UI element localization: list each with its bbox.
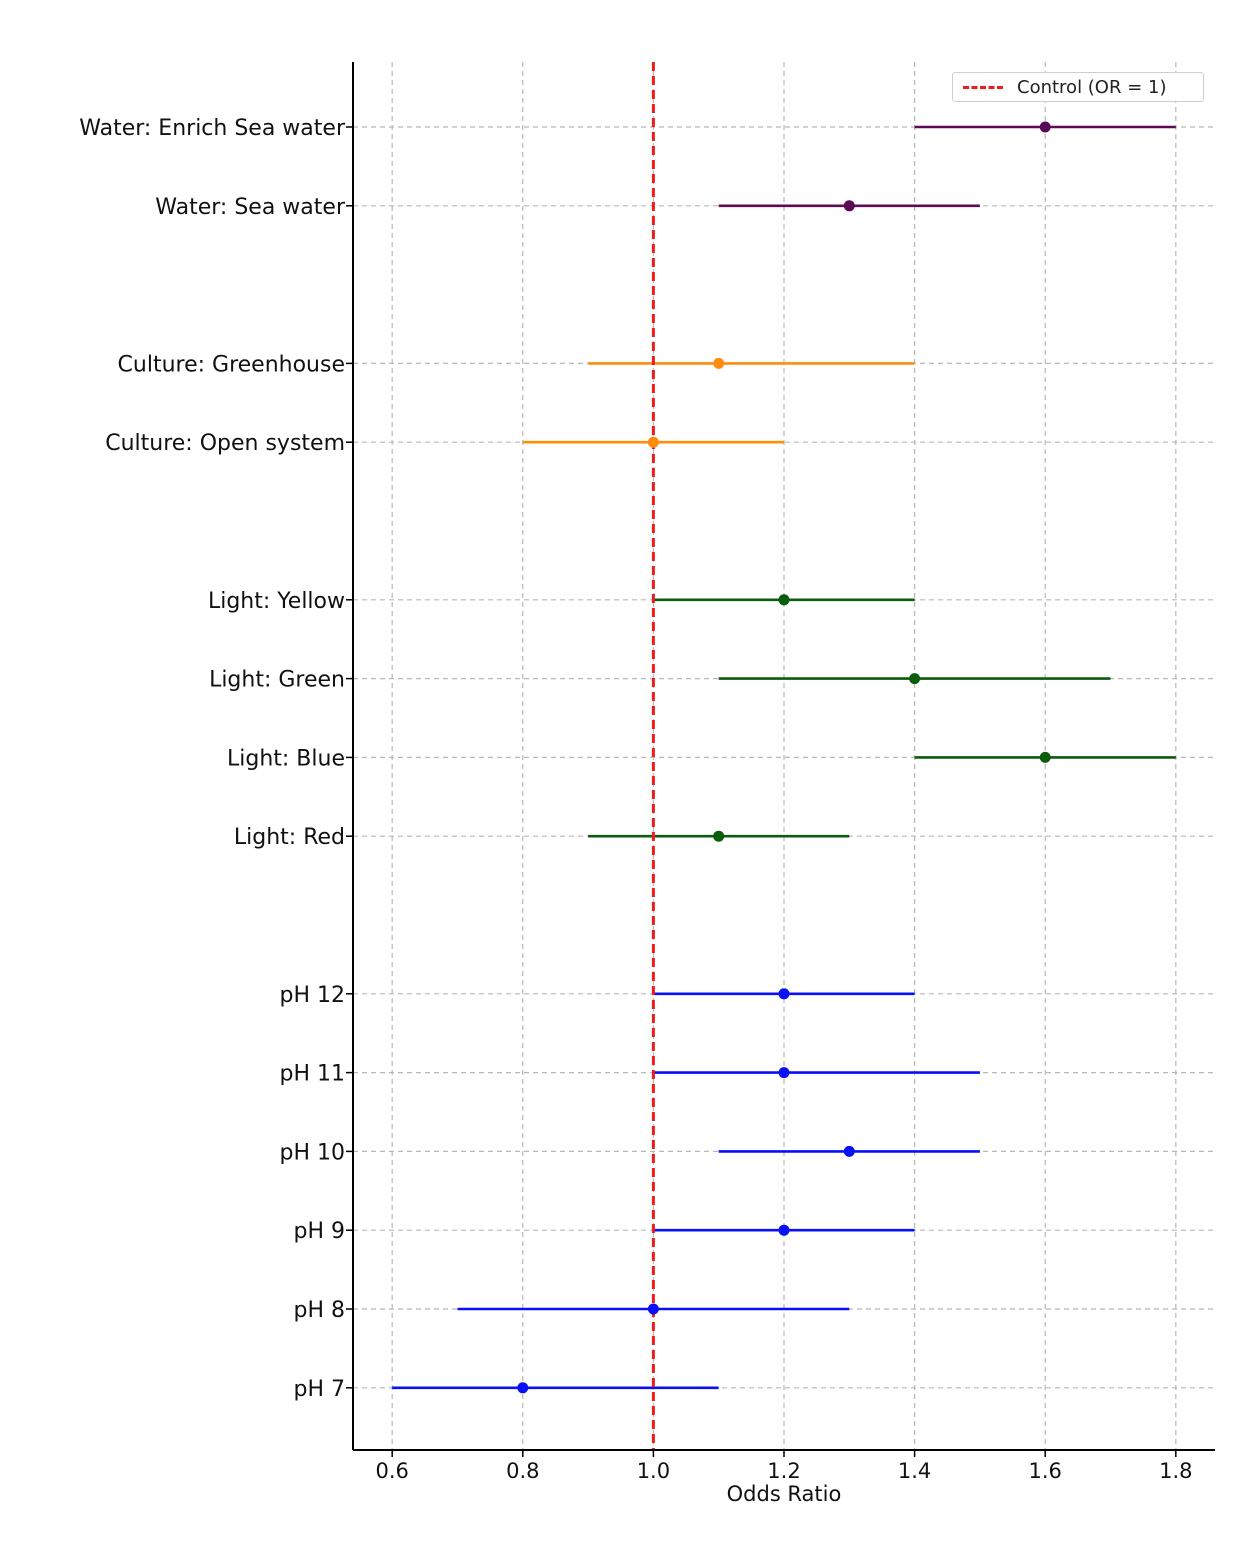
x-tick-label: 0.6 [375,1459,408,1483]
or-point [1039,751,1051,763]
label-layer: Water: Enrich Sea water Water: Sea water C… [79,116,346,1402]
or-point [778,1067,790,1079]
point-layer [517,121,1051,1394]
row-label: pH 7 [294,1377,346,1402]
or-point [713,357,725,369]
row-label: pH 8 [294,1298,346,1323]
row-label: Light: Yellow [208,589,345,614]
x-tick-label: 1.0 [637,1459,670,1483]
or-point [843,1145,855,1157]
x-tick-label: 1.6 [1029,1459,1062,1483]
legend: Control (OR = 1) [952,72,1204,102]
or-point [843,200,855,212]
row-label: pH 9 [294,1219,346,1244]
x-tick-label: 0.8 [506,1459,539,1483]
legend-label: Control (OR = 1) [1017,76,1167,98]
row-label: Light: Red [234,825,345,850]
or-point [517,1382,529,1394]
x-tick-label: 1.4 [898,1459,931,1483]
or-point [909,673,921,685]
row-label: pH 12 [280,983,346,1008]
or-point [778,594,790,606]
or-point [647,436,659,448]
grid-layer [353,62,1215,1450]
or-point [778,988,790,1000]
row-label: Light: Green [209,668,345,693]
row-label: pH 10 [280,1140,346,1165]
row-label: Water: Enrich Sea water [79,116,346,141]
legend-swatch-dashed-line [963,85,1003,89]
row-label: pH 11 [280,1062,346,1087]
x-tick-label: 1.2 [767,1459,800,1483]
row-label: Water: Sea water [155,195,346,220]
row-label: Culture: Greenhouse [118,352,345,377]
or-point [647,1303,659,1315]
row-label: Light: Blue [227,746,345,771]
or-point [713,830,725,842]
x-axis-label: Odds Ratio [727,1482,842,1506]
or-point [778,1224,790,1236]
row-label: Culture: Open system [105,431,345,456]
axis-layer: 0.6 0.8 1.0 1.2 1.4 1.6 1.8 Odds Ratio [346,62,1215,1506]
or-point [1039,121,1051,133]
x-tick-label: 1.8 [1159,1459,1192,1483]
